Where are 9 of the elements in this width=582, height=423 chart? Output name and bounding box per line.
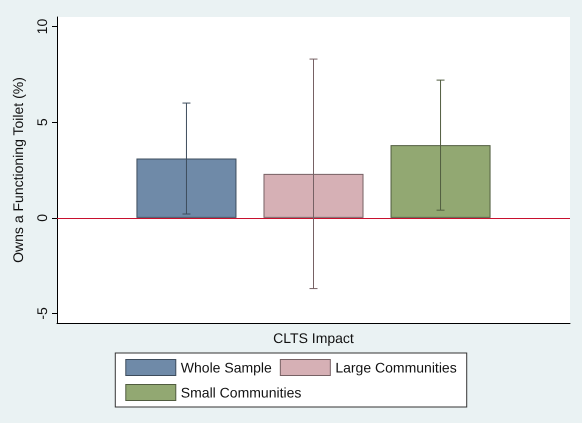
legend-label: Whole Sample — [180, 360, 272, 376]
legend-label: Large Communities — [335, 360, 457, 376]
y-axis-title: Owns a Functioning Toilet (%) — [10, 77, 26, 263]
y-tick-label: 0 — [34, 214, 50, 222]
y-tick-label: -5 — [34, 307, 50, 320]
y-tick-label: 5 — [34, 118, 50, 126]
y-tick-label: 10 — [34, 18, 50, 34]
legend-label: Small Communities — [180, 384, 302, 400]
x-tick-label: CLTS Impact — [273, 330, 354, 346]
